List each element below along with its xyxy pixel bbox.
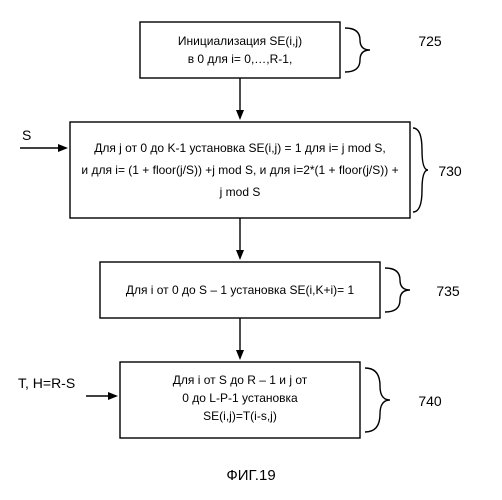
brace-730 (413, 128, 428, 212)
input-label-s: S (22, 127, 31, 143)
flow-box-730-line3: j mod S (219, 185, 261, 199)
flow-box-730-line1: Для j от 0 до K-1 установка SE(i,j) = 1 … (94, 141, 386, 155)
figure-caption: ФИГ.19 (226, 467, 275, 484)
flow-box-740-line2: 0 до L-P-1 установка (182, 391, 298, 405)
flow-box-730-line2: и для i= (1 + floor(j/S)) +j mod S, и дл… (81, 163, 398, 177)
flow-box-725-line2: в 0 для i= 0,…,R-1, (188, 52, 293, 66)
brace-735 (385, 268, 410, 312)
flow-box-740-line3: SE(i,j)=T(i-s,j) (203, 409, 277, 423)
flow-label-740: 740 (418, 393, 442, 409)
flow-label-725: 725 (418, 33, 442, 49)
brace-740 (365, 368, 390, 432)
flow-box-725-line1: Инициализация SE(i,j) (178, 34, 302, 48)
flow-box-735-line1: Для i от 0 до S – 1 установка SE(i,K+i)=… (126, 283, 355, 297)
input-label-th: T, H=R-S (18, 375, 75, 391)
flow-box-725 (140, 22, 340, 78)
brace-725 (345, 28, 370, 72)
flow-label-730: 730 (438, 163, 462, 179)
flow-label-735: 735 (436, 283, 460, 299)
flow-box-740-line1: Для i от S до R – 1 и j от (173, 373, 308, 387)
